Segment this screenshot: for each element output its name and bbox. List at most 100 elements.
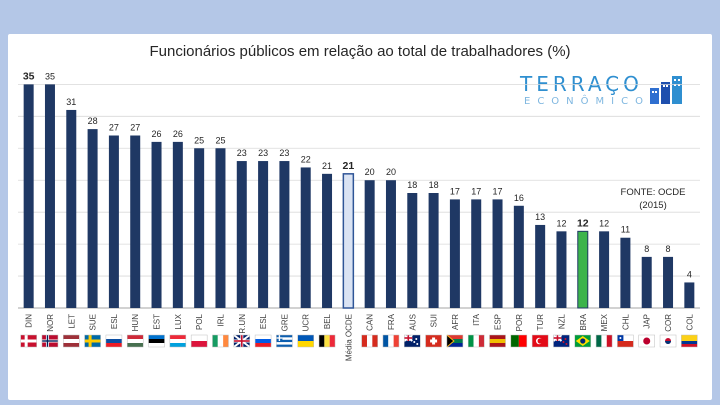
category-label: ESL (259, 313, 268, 329)
category-label: ESP (494, 314, 503, 330)
bar (407, 193, 418, 308)
switzerland-flag-icon (425, 334, 442, 348)
bar (279, 161, 290, 308)
sweden-flag-icon (84, 334, 101, 348)
category-label: POR (515, 314, 524, 332)
bar (236, 161, 247, 308)
category-label: EST (153, 314, 162, 330)
data-label: 8 (666, 244, 671, 254)
data-label: 27 (130, 123, 140, 133)
bar (23, 84, 34, 308)
data-label: 23 (258, 148, 268, 158)
bar (428, 193, 439, 308)
category-label: SUE (89, 314, 98, 330)
category-label: COR (664, 314, 673, 332)
category-label: HUN (131, 314, 140, 332)
south-africa-flag-icon (446, 334, 464, 348)
bar (684, 282, 695, 308)
latvia-flag-icon (63, 334, 80, 348)
bar (599, 231, 610, 308)
data-label: 23 (237, 148, 247, 158)
bar (556, 231, 567, 308)
new-zealand-flag-icon (552, 334, 570, 348)
bar (66, 109, 77, 308)
category-label: AUS (408, 314, 417, 330)
luxembourg-flag-icon (169, 334, 187, 348)
poland-flag-icon (190, 334, 208, 348)
category-label: CHL (621, 313, 630, 330)
category-label: COL (685, 313, 694, 330)
bar (130, 135, 141, 308)
logo-subtitle: ECONÔMICO (524, 96, 650, 107)
data-label: 25 (194, 135, 204, 145)
bar (194, 148, 205, 308)
category-label: LUX (174, 313, 183, 329)
bar (471, 199, 482, 308)
data-label: 21 (322, 161, 332, 171)
bar (641, 256, 652, 308)
data-label: 22 (301, 154, 311, 164)
mexico-flag-icon (595, 334, 613, 348)
category-label: BRA (579, 313, 588, 330)
korea-flag-icon (659, 334, 677, 348)
data-label: 25 (215, 135, 225, 145)
data-label: 18 (429, 180, 439, 190)
buildings-icon (650, 76, 682, 104)
data-label: 35 (23, 70, 35, 82)
data-label: 12 (556, 218, 566, 228)
category-label: BEL (323, 313, 332, 329)
bar (385, 180, 396, 308)
brazil-flag-icon (574, 334, 592, 348)
colombia-flag-icon (681, 334, 698, 348)
category-label: IRL (216, 313, 225, 326)
ukraine-flag-icon (297, 334, 314, 348)
bar (258, 161, 269, 308)
chile-flag-icon (617, 334, 634, 348)
data-label: 17 (450, 186, 460, 196)
data-label: 21 (343, 160, 355, 172)
data-label: 16 (514, 193, 524, 203)
france-flag-icon (382, 334, 400, 348)
chart-title: Funcionários públicos em relação ao tota… (149, 43, 571, 60)
category-label: GRE (280, 314, 289, 331)
data-label: 18 (407, 180, 417, 190)
japan-flag-icon (638, 334, 655, 348)
ireland-flag-icon (212, 334, 229, 348)
chart-card (8, 34, 712, 400)
data-label: 17 (493, 186, 503, 196)
data-label: 26 (152, 129, 162, 139)
category-label: Média OCDE (344, 314, 353, 361)
canada-flag-icon (361, 334, 378, 348)
category-label: DIN (25, 314, 34, 328)
category-label: POL (195, 313, 204, 330)
slovakia-flag-icon (105, 334, 123, 348)
source-note-line1: FONTE: OCDE (620, 187, 686, 198)
turkey-flag-icon (531, 334, 549, 348)
category-label: JAP (643, 314, 652, 329)
data-label: 23 (279, 148, 289, 158)
estonia-flag-icon (148, 334, 165, 348)
uk-flag-icon (233, 334, 251, 348)
data-label: 11 (621, 225, 630, 235)
category-label: NOR (46, 314, 55, 332)
australia-flag-icon (403, 334, 421, 348)
bar (172, 141, 183, 308)
belgium-flag-icon (318, 334, 336, 348)
bar (663, 256, 674, 308)
category-label: LET (67, 314, 76, 329)
bar (108, 135, 119, 308)
bar (492, 199, 503, 308)
category-label: UCR (302, 314, 311, 332)
data-label: 8 (644, 244, 649, 254)
category-label: R.UN (238, 314, 247, 334)
bar (535, 224, 546, 308)
data-label: 12 (599, 218, 609, 228)
bar (342, 173, 355, 309)
italy-flag-icon (467, 334, 485, 348)
bar (449, 199, 460, 308)
category-label: NZL (557, 313, 566, 329)
data-label: 27 (109, 123, 119, 133)
data-label: 28 (88, 116, 98, 126)
data-label: 31 (66, 97, 76, 107)
spain-flag-icon (489, 334, 506, 348)
